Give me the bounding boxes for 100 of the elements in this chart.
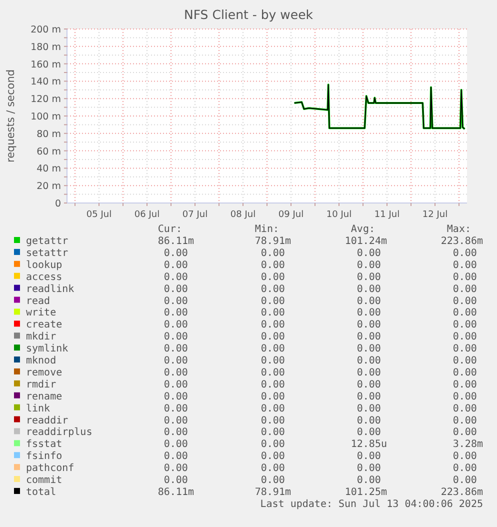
text: 0.00 bbox=[164, 344, 188, 355]
text: 0.00 bbox=[356, 451, 381, 462]
text: 0.00 bbox=[452, 463, 477, 474]
text: 0.00 bbox=[164, 391, 188, 402]
legend-label: readdirplus bbox=[26, 427, 92, 438]
text: 0.00 bbox=[260, 379, 285, 390]
text: 0.00 bbox=[452, 260, 477, 271]
x-tick-label: 08 Jul bbox=[230, 210, 256, 220]
text: 0.00 bbox=[260, 296, 285, 307]
text: 0.00 bbox=[356, 356, 381, 366]
text: Avg: bbox=[350, 224, 375, 235]
legend-label: mknod bbox=[26, 356, 56, 366]
text: 0.00 bbox=[260, 308, 285, 319]
text: 0.00 bbox=[260, 367, 285, 378]
text: 0.00 bbox=[356, 296, 381, 307]
text: 0.00 bbox=[164, 272, 188, 283]
text: 86.11m bbox=[158, 486, 194, 498]
text: 0.00 bbox=[260, 320, 285, 331]
text: 0.00 bbox=[356, 308, 381, 319]
text: 0.00 bbox=[452, 344, 477, 355]
x-tick-label: 05 Jul bbox=[86, 210, 112, 220]
text: 0.00 bbox=[164, 475, 188, 486]
text: Last update: Sun Jul 13 04:00:06 2025 bbox=[260, 498, 483, 510]
text: 0.00 bbox=[260, 260, 285, 271]
x-tick-label: 11 Jul bbox=[374, 210, 400, 220]
y-tick-label: 20 m bbox=[36, 181, 61, 192]
y-tick-label: 160 m bbox=[30, 59, 61, 70]
y-tick-label: 140 m bbox=[30, 76, 61, 88]
text: 86.11m bbox=[158, 236, 194, 247]
text: 0.00 bbox=[356, 403, 381, 414]
legend-label: setattr bbox=[26, 248, 68, 259]
text: 0.00 bbox=[164, 260, 188, 271]
text: 0.00 bbox=[452, 415, 477, 426]
x-tick-label: 12 Jul bbox=[422, 210, 448, 220]
legend-label: commit bbox=[26, 475, 62, 486]
text: 0.00 bbox=[452, 320, 477, 331]
text: 0.00 bbox=[164, 415, 188, 426]
legend-label: rename bbox=[26, 391, 62, 402]
text: 0.00 bbox=[356, 391, 381, 402]
text: 0.00 bbox=[260, 344, 285, 355]
text: 0.00 bbox=[260, 427, 285, 438]
legend-label: fsstat bbox=[26, 439, 62, 450]
text: 78.91m bbox=[254, 236, 291, 247]
text: 0.00 bbox=[260, 451, 285, 462]
text: Cur: bbox=[158, 224, 182, 235]
text: 0.00 bbox=[452, 332, 477, 343]
legend-label: fsinfo bbox=[26, 451, 62, 462]
text: 12.85u bbox=[350, 439, 387, 450]
text: 0.00 bbox=[260, 356, 285, 366]
text: 0.00 bbox=[164, 427, 188, 438]
legend-label: symlink bbox=[26, 344, 68, 355]
text: 0.00 bbox=[260, 248, 285, 259]
y-tick-label: 100 m bbox=[30, 112, 61, 122]
text: 0.00 bbox=[260, 403, 285, 414]
x-tick-label: 09 Jul bbox=[278, 210, 304, 220]
text: Min: bbox=[254, 224, 279, 235]
text: 0.00 bbox=[356, 379, 381, 390]
text: 0.00 bbox=[452, 403, 477, 414]
text: 0.00 bbox=[164, 451, 188, 462]
y-tick-label: 40 m bbox=[36, 164, 61, 175]
legend-label: total bbox=[26, 486, 56, 498]
legend-label: create bbox=[26, 320, 62, 331]
text: 0.00 bbox=[452, 391, 477, 402]
text: 0.00 bbox=[260, 415, 285, 426]
text: 0.00 bbox=[452, 475, 477, 486]
text: 0.00 bbox=[356, 272, 381, 283]
y-tick-label: 120 m bbox=[30, 94, 61, 106]
text: 0.00 bbox=[164, 332, 188, 343]
text: 0.00 bbox=[164, 284, 188, 295]
text: 0.00 bbox=[164, 367, 188, 378]
legend-label: getattr bbox=[26, 236, 68, 247]
text: 0.00 bbox=[164, 308, 188, 319]
text: 0.00 bbox=[452, 379, 477, 390]
text: 0.00 bbox=[356, 260, 381, 271]
text: 0.00 bbox=[452, 248, 477, 259]
text: 0.00 bbox=[452, 356, 477, 366]
text: 223.86m bbox=[440, 236, 483, 247]
text: 0.00 bbox=[164, 320, 188, 331]
text: 0.00 bbox=[356, 415, 381, 426]
text: 223.86m bbox=[440, 486, 483, 498]
x-tick-label: 06 Jul bbox=[134, 210, 160, 220]
legend-label: read bbox=[26, 296, 50, 307]
text: 0.00 bbox=[260, 332, 285, 343]
legend-label: mkdir bbox=[26, 332, 56, 343]
text: Max: bbox=[446, 224, 471, 235]
text: 0.00 bbox=[260, 475, 285, 486]
text: 0.00 bbox=[164, 296, 188, 307]
text: 0.00 bbox=[452, 272, 477, 283]
text: 0.00 bbox=[356, 427, 381, 438]
x-tick-label: 07 Jul bbox=[182, 210, 208, 220]
text: 0.00 bbox=[260, 463, 285, 474]
text: 0.00 bbox=[452, 284, 477, 295]
text: 0.00 bbox=[164, 248, 188, 259]
legend-label: pathconf bbox=[26, 463, 74, 474]
legend-label: lookup bbox=[26, 260, 62, 271]
text: 0.00 bbox=[164, 403, 188, 414]
y-tick-label: 200 m bbox=[30, 24, 61, 36]
text: 0.00 bbox=[452, 296, 477, 307]
text: 0.00 bbox=[356, 332, 381, 343]
text: 0.00 bbox=[452, 367, 477, 378]
